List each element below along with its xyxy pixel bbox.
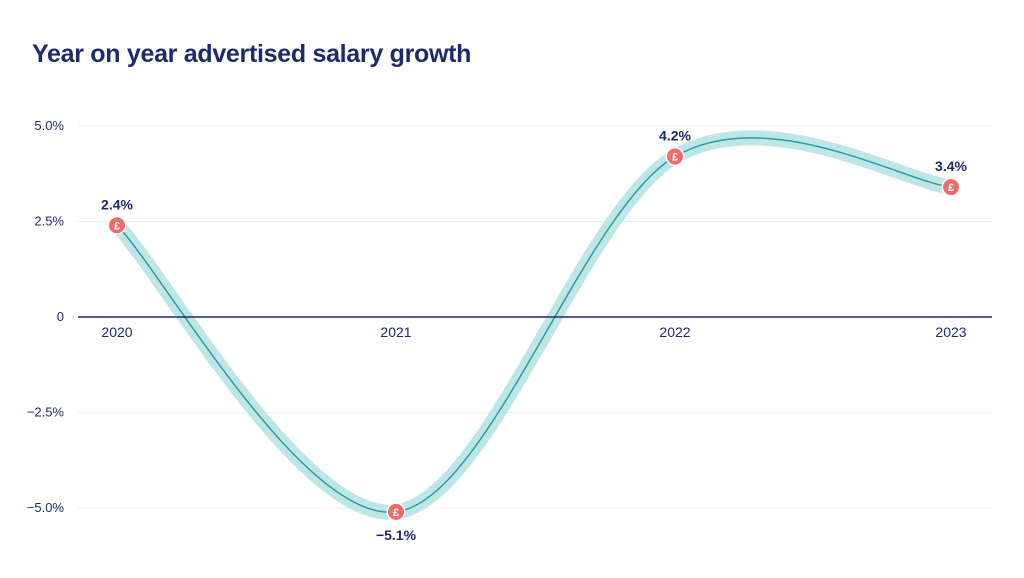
data-label: 2.4% — [101, 196, 133, 212]
x-tick-label: 2021 — [380, 324, 411, 340]
data-point-marker: £ — [107, 215, 127, 235]
series — [109, 130, 959, 520]
y-tick-label: −2.5% — [27, 405, 65, 420]
x-tick-label: 2020 — [101, 324, 132, 340]
data-label: 4.2% — [659, 128, 691, 144]
pound-icon: £ — [114, 220, 120, 232]
x-tick-label: 2022 — [659, 324, 690, 340]
x-tick-label: 2023 — [935, 324, 966, 340]
series-line — [116, 137, 952, 513]
data-label: −5.1% — [376, 527, 417, 543]
marker-dot — [109, 217, 125, 234]
x-axis-ticks: 2020 2021 2022 2023 — [101, 324, 966, 340]
data-labels: 2.4% −5.1% 4.2% 3.4% — [101, 128, 967, 543]
y-tick-label: −5.0% — [27, 500, 65, 515]
data-point-marker: £ — [386, 502, 406, 522]
gridlines — [78, 125, 992, 509]
pound-icon: £ — [948, 182, 954, 194]
markers: £ £ £ £ — [107, 147, 961, 522]
pound-icon: £ — [672, 152, 678, 164]
y-tick-label: 5.0% — [34, 118, 64, 133]
marker-dot — [388, 503, 404, 520]
y-tick-label: 0 — [57, 309, 64, 324]
chart-title: Year on year advertised salary growth — [32, 40, 472, 68]
y-tick-label: 2.5% — [34, 214, 64, 229]
series-line-halo — [109, 130, 959, 520]
y-axis-ticks: 5.0% 2.5% 0 −2.5% −5.0% — [27, 118, 65, 515]
marker-dot — [943, 179, 959, 196]
marker-dot — [667, 148, 683, 165]
data-point-marker: £ — [941, 177, 961, 197]
pound-icon: £ — [393, 507, 399, 519]
data-point-marker: £ — [665, 147, 685, 167]
data-label: 3.4% — [935, 158, 967, 174]
